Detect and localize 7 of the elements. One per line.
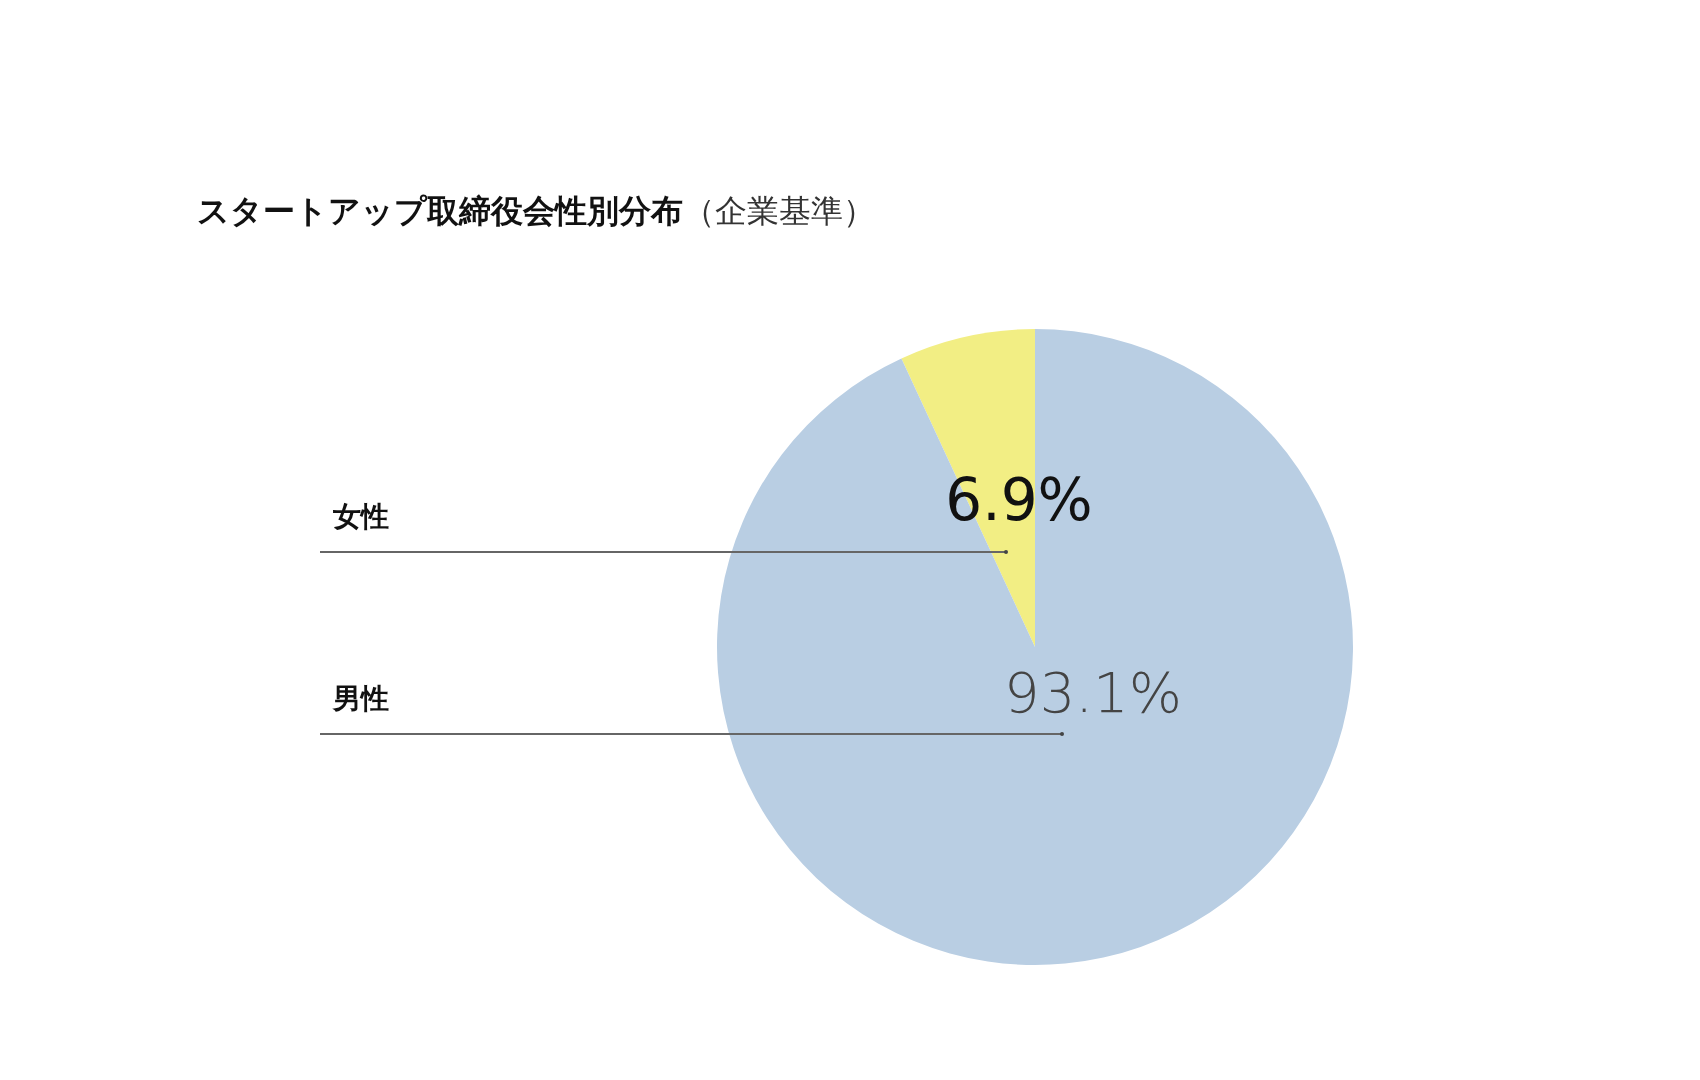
chart-subtitle: （企業基準） [683,192,875,230]
data-label: 93.1% [1004,660,1182,725]
data-label: 6.9% [945,466,1093,534]
chart-title: スタートアップ取締役会性別分布 [197,192,683,230]
pie-slice [717,329,1353,965]
slice-label: 女性 [332,500,389,533]
slice-label: 男性 [332,682,389,715]
